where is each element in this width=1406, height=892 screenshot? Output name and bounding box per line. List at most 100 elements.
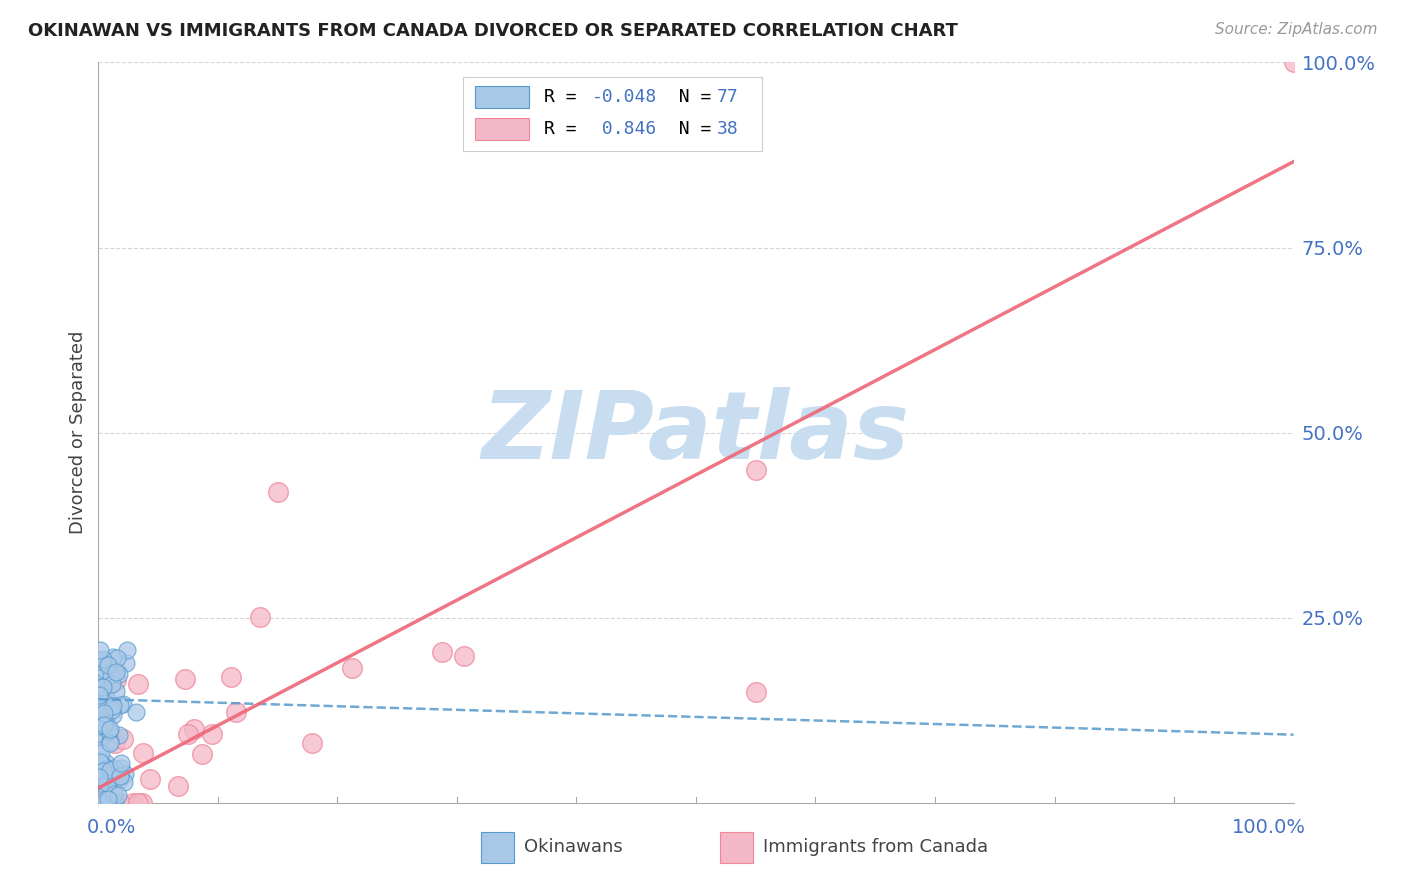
Point	[125, 705, 148, 719]
Point	[91, 714, 114, 728]
Point	[93, 706, 115, 720]
Point	[89, 755, 111, 769]
Point	[110, 756, 132, 770]
Point	[110, 761, 132, 775]
Point	[103, 787, 125, 801]
Point	[90, 685, 112, 699]
Point	[90, 728, 112, 742]
Point	[91, 716, 114, 731]
Point	[98, 723, 121, 737]
Point	[103, 736, 125, 750]
Point	[249, 609, 271, 624]
Point	[173, 672, 195, 686]
Point	[94, 716, 117, 731]
Point	[93, 652, 115, 666]
Point	[110, 771, 132, 785]
Point	[100, 763, 122, 777]
Point	[101, 703, 124, 717]
Point	[131, 796, 153, 810]
Point	[107, 666, 129, 681]
Point	[104, 665, 127, 679]
Point	[98, 724, 121, 739]
Point	[112, 732, 135, 747]
Point	[90, 772, 112, 787]
Point	[103, 708, 125, 723]
Point	[745, 685, 768, 699]
Point	[177, 727, 200, 741]
Point	[104, 796, 127, 810]
Point	[90, 701, 112, 715]
Point	[167, 779, 190, 793]
Point	[90, 747, 112, 761]
Point	[191, 747, 214, 761]
Point	[98, 767, 121, 781]
Point	[94, 707, 117, 722]
Point	[94, 681, 117, 696]
Point	[132, 747, 155, 761]
Point	[1282, 55, 1305, 70]
Point	[110, 769, 132, 783]
Text: OKINAWAN VS IMMIGRANTS FROM CANADA DIVORCED OR SEPARATED CORRELATION CHART: OKINAWAN VS IMMIGRANTS FROM CANADA DIVOR…	[28, 22, 957, 40]
Point	[97, 677, 120, 691]
Point	[91, 796, 114, 810]
Point	[97, 657, 120, 672]
Point	[87, 796, 110, 810]
Point	[97, 791, 120, 805]
Point	[101, 650, 124, 665]
Point	[87, 796, 110, 810]
Point	[89, 727, 111, 741]
Point	[91, 796, 114, 810]
Point	[108, 773, 131, 788]
Point	[96, 691, 118, 706]
Point	[107, 651, 129, 665]
Point	[115, 642, 138, 657]
Point	[108, 728, 131, 742]
Point	[100, 667, 122, 681]
Point	[94, 663, 117, 677]
Point	[94, 699, 117, 714]
Point	[108, 698, 131, 712]
Point	[93, 710, 115, 724]
Point	[225, 705, 247, 719]
Point	[96, 766, 118, 780]
Point	[267, 484, 290, 499]
Point	[453, 649, 475, 664]
Point	[91, 758, 114, 772]
Point	[90, 719, 112, 733]
Point	[100, 676, 122, 690]
Point	[97, 723, 120, 738]
Point	[112, 775, 135, 789]
Point	[114, 767, 136, 781]
Point	[96, 762, 118, 776]
Point	[89, 680, 111, 694]
Point	[103, 761, 125, 775]
Text: Source: ZipAtlas.com: Source: ZipAtlas.com	[1215, 22, 1378, 37]
Point	[91, 764, 114, 779]
Point	[107, 789, 129, 803]
Point	[89, 770, 111, 784]
Point	[90, 764, 112, 779]
Point	[93, 718, 115, 732]
Point	[104, 684, 127, 698]
Point	[87, 654, 110, 668]
Point	[121, 796, 143, 810]
Point	[101, 699, 124, 714]
Point	[89, 643, 111, 657]
Point	[98, 734, 121, 748]
Point	[219, 670, 242, 684]
Point	[96, 718, 118, 732]
Text: ZIPatlas: ZIPatlas	[482, 386, 910, 479]
Point	[201, 726, 224, 740]
Point	[115, 656, 138, 670]
Point	[91, 680, 114, 694]
Text: 0.0%: 0.0%	[87, 818, 136, 837]
Point	[105, 673, 128, 687]
Point	[98, 736, 121, 750]
Point	[112, 698, 135, 712]
Point	[103, 772, 125, 787]
Point	[342, 661, 364, 675]
Point	[89, 743, 111, 757]
Point	[139, 772, 162, 786]
Point	[93, 709, 115, 723]
Point	[745, 463, 768, 477]
